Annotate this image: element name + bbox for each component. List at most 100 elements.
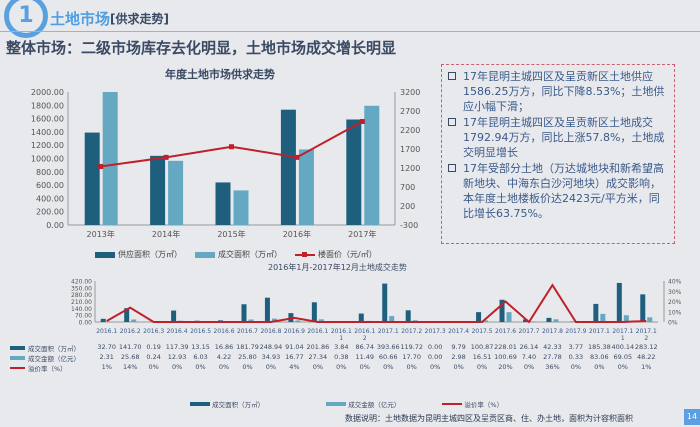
bar-amount <box>600 313 606 322</box>
x-tick-label: 2014年 <box>152 229 180 239</box>
table-cell: 0% <box>453 363 464 371</box>
table-cell: 0% <box>171 363 183 371</box>
table-cell: 3.77 <box>568 343 584 351</box>
table-cell: 0% <box>523 363 535 371</box>
table-cell: 0.38 <box>334 353 349 361</box>
y2-tick-label: 1700 <box>400 145 420 154</box>
table-cell: 4.22 <box>216 353 232 361</box>
bar-area <box>640 294 646 322</box>
header-divider <box>0 31 700 32</box>
bar-amount <box>389 316 395 322</box>
y-tick-label: 0.00 <box>46 221 64 230</box>
monthly-chart-legend: 成交面积（万㎡） 成交金额（亿元） 溢价率（%） <box>190 399 503 409</box>
table-cell: 0% <box>195 363 206 371</box>
data-footnote: 数据说明：土地数据为昆明主城四区及呈贡区商、住、办土地，面积为计容积面积 <box>345 414 633 423</box>
x-tick-label: 2016.1 <box>96 328 117 335</box>
summary-item: 17年昆明主城四区及呈贡新区土地成交1792.94万方，同比上涨57.8%，土地… <box>448 115 668 160</box>
premium-line <box>106 283 647 324</box>
table-cell: 34.93 <box>261 353 281 361</box>
summary-text: 17年受部分土地（万达城地块和新希望高新地块、中海东白沙河地块）成交影响，本年度… <box>463 162 664 220</box>
bar-area <box>100 318 106 322</box>
table-cell: 42.33 <box>543 343 562 351</box>
table-cell: 26.14 <box>519 343 539 351</box>
legend-label: 溢价率（%） <box>464 401 504 409</box>
bar-amount <box>295 320 301 322</box>
table-cell: 20% <box>498 363 513 371</box>
table-cell: 4% <box>289 363 300 371</box>
x-tick-label: 2017.5 <box>472 328 493 335</box>
y2-tick-label: 0% <box>668 320 678 327</box>
bar-area <box>382 283 388 322</box>
table-cell: 25.68 <box>120 353 140 361</box>
table-cell: 117.39 <box>165 343 189 351</box>
x-tick-label: 2016.9 <box>284 328 305 335</box>
table-cell: 16.51 <box>472 353 492 361</box>
y-tick-label: 1800.00 <box>31 101 64 110</box>
bar-area <box>616 282 622 322</box>
legend-swatch-amount <box>326 402 347 406</box>
y-tick-label: 1200.00 <box>31 141 64 150</box>
y-tick-label: 200.00 <box>36 208 64 217</box>
x-tick-label: 2016.6 <box>214 328 235 335</box>
price-marker <box>163 154 169 160</box>
x-tick-label: 2017.1 <box>589 328 610 335</box>
y-tick-label: 400.00 <box>36 194 64 203</box>
bar-amount <box>553 319 559 322</box>
row-legend-swatch <box>10 346 25 350</box>
table-cell: 400.14 <box>611 343 635 351</box>
monthly-chart-title: 2016年1月-2017年12月土地成交走势 <box>268 263 407 272</box>
section-number-badge: 1 <box>4 0 48 38</box>
summary-box: 17年昆明主城四区及呈贡新区土地供应1586.25万方，同比下降8.53%；土地… <box>441 64 675 244</box>
legend-label: 成交金额（亿元） <box>348 401 401 409</box>
table-cell: 2.98 <box>451 353 466 361</box>
table-cell: 48.22 <box>636 353 656 361</box>
x-tick-label: 2017.8 <box>542 328 563 335</box>
square-bullet-icon <box>448 164 456 172</box>
price-line <box>100 120 363 168</box>
table-cell: 86.74 <box>355 343 375 351</box>
y2-tick-label: 30% <box>668 289 682 296</box>
legend-swatch-area <box>190 402 210 406</box>
table-cell: 1% <box>101 363 112 371</box>
table-cell: 0% <box>406 363 417 371</box>
summary-item: 17年受部分土地（万达城地块和新希望高新地块、中海东白沙河地块）成交影响，本年度… <box>448 161 668 221</box>
bar-area <box>171 310 177 322</box>
page-title: 整体市场：二级市场库存去化明显，土地市场成交增长明显 <box>6 39 397 57</box>
legend-label: 楼面价（元/㎡） <box>318 249 377 259</box>
bar-transaction <box>233 190 249 225</box>
y-tick-label: 800.00 <box>36 168 64 177</box>
table-cell: 0% <box>218 363 230 371</box>
bar-transaction <box>168 160 184 225</box>
bar-area <box>546 317 552 322</box>
table-cell: 13.15 <box>191 343 210 351</box>
bar-supply <box>84 132 100 225</box>
table-cell: 27.78 <box>543 353 562 361</box>
y2-tick-label: 20% <box>668 299 682 306</box>
bar-amount <box>623 315 629 322</box>
summary-text: 17年昆明主城四区及呈贡新区土地供应1586.25万方，同比下降8.53%；土地… <box>463 70 665 113</box>
y-tick-label: 0.00 <box>79 320 93 327</box>
bar-transaction <box>364 105 380 225</box>
table-cell: 0% <box>148 363 159 371</box>
table-cell: 11.49 <box>355 353 375 361</box>
y2-tick-label: 40% <box>668 279 682 286</box>
table-cell: 100.87 <box>470 343 494 351</box>
table-cell: 32.70 <box>97 343 117 351</box>
annual-supply-demand-chart: 0.00 200.00 400.00 600.00 800.00 1000.00 1200.… <box>31 88 420 259</box>
y-tick-label: 2000.00 <box>31 88 64 97</box>
y2-tick-label: 2200 <box>400 126 420 135</box>
y-tick-label: 70.00 <box>75 313 92 320</box>
table-cell: 36% <box>545 363 560 371</box>
table-cell: 0.00 <box>427 353 443 361</box>
table-cell: 181.79 <box>236 343 259 351</box>
y-tick-label: 1400.00 <box>31 128 64 137</box>
x-tick-label: 2016.3 <box>143 328 164 335</box>
legend-swatch <box>95 252 115 258</box>
y-tick-label: 280.00 <box>71 292 92 299</box>
x-tick-label: 2017.3 <box>425 328 446 335</box>
x-tick-label: 2017.9 <box>565 328 586 335</box>
bar-transaction <box>298 149 314 225</box>
bar-area <box>241 304 247 322</box>
table-cell: 0% <box>336 363 347 371</box>
table-cell: 0% <box>476 363 488 371</box>
